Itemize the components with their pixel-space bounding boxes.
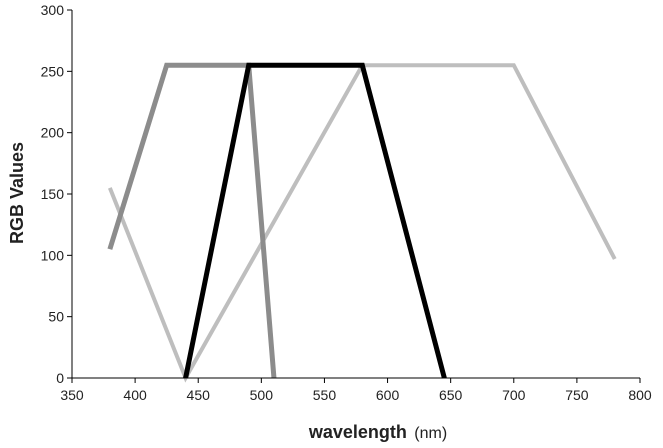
series-line-3 — [183, 62, 447, 379]
x-axis-title-unit: (nm) — [414, 425, 447, 442]
x-axis-title: wavelength (nm) — [308, 422, 447, 442]
x-tick-label: 650 — [439, 387, 463, 403]
y-tick-label: 150 — [41, 186, 65, 202]
y-tick-label: 50 — [48, 309, 64, 325]
x-tick-label: 500 — [250, 387, 274, 403]
y-tick-label: 300 — [41, 2, 65, 18]
y-axis-ticks: 0 50 100 150 200 250 300 — [41, 2, 72, 386]
y-tick-label: 250 — [41, 63, 65, 79]
plot-lines — [107, 62, 617, 383]
series-line-1 — [108, 63, 617, 383]
x-tick-label: 550 — [313, 387, 337, 403]
x-tick-label: 450 — [187, 387, 211, 403]
series-line-2 — [107, 62, 277, 379]
y-tick-label: 200 — [41, 125, 65, 141]
x-tick-label: 600 — [376, 387, 400, 403]
x-axis-ticks: 350 400 450 500 550 600 650 700 750 800 — [60, 378, 652, 403]
x-tick-label: 350 — [60, 387, 84, 403]
x-tick-label: 700 — [502, 387, 526, 403]
x-tick-label: 400 — [123, 387, 147, 403]
y-axis-title: RGB Values — [7, 142, 27, 244]
x-axis-title-label: wavelength — [308, 422, 407, 442]
y-tick-label: 0 — [56, 370, 64, 386]
y-tick-label: 100 — [41, 247, 65, 263]
x-tick-label: 750 — [565, 387, 589, 403]
x-tick-label: 800 — [628, 387, 652, 403]
